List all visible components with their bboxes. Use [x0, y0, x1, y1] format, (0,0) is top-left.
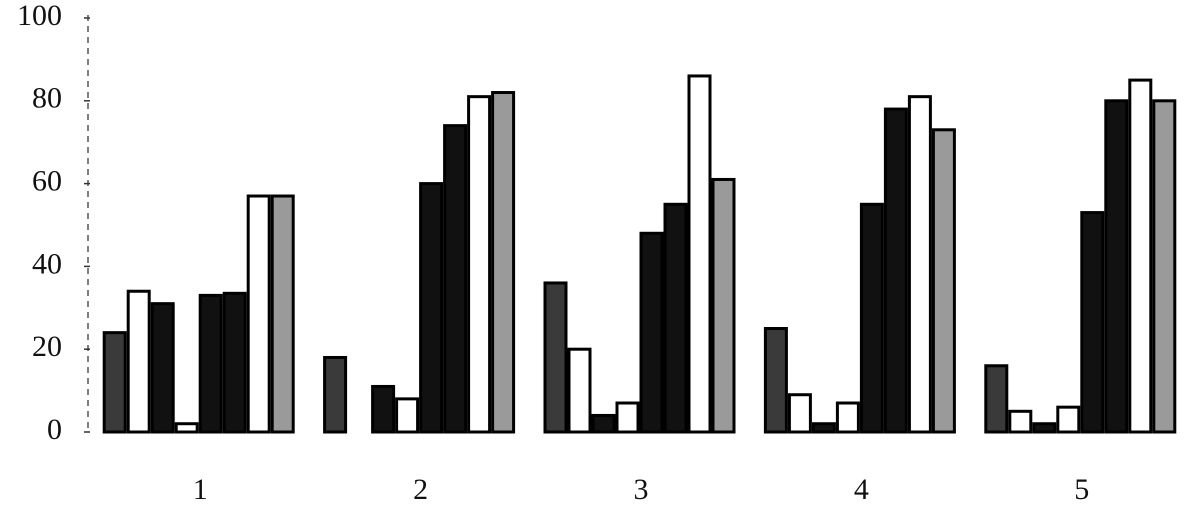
- bar: [984, 364, 1009, 434]
- bar: [443, 124, 468, 434]
- y-tick-label: 40: [32, 247, 62, 280]
- bar: [1080, 211, 1105, 434]
- bar: [687, 74, 712, 434]
- bar: [763, 327, 788, 434]
- y-tick-label: 100: [17, 0, 62, 32]
- bar: [591, 413, 616, 434]
- bar: [811, 422, 836, 434]
- y-tick-label: 80: [32, 82, 62, 115]
- y-tick-label: 20: [32, 330, 62, 363]
- bar: [663, 202, 688, 434]
- bar: [126, 289, 151, 434]
- bar: [102, 331, 127, 434]
- bar: [222, 291, 247, 434]
- y-tick-label: 60: [32, 164, 62, 197]
- bar: [835, 401, 860, 434]
- bar: [1104, 99, 1129, 434]
- bar: [1008, 409, 1033, 434]
- x-tick-label: 3: [634, 473, 649, 506]
- x-tick-label: 1: [193, 473, 208, 506]
- x-tick-label: 5: [1074, 473, 1089, 506]
- bar: [615, 401, 640, 434]
- bar: [174, 422, 199, 434]
- bar: [323, 355, 348, 434]
- bar: [543, 281, 568, 434]
- bar: [907, 95, 932, 434]
- bar: [198, 293, 223, 434]
- bar: [1056, 405, 1081, 434]
- bar: [567, 347, 592, 434]
- bar: [270, 194, 295, 434]
- x-tick-label: 2: [413, 473, 428, 506]
- bar: [639, 231, 664, 434]
- bar: [931, 128, 956, 434]
- bar: [1032, 422, 1057, 434]
- bar: [711, 177, 736, 434]
- bar: [1128, 78, 1153, 434]
- bar: [883, 107, 908, 434]
- bar: [491, 91, 516, 434]
- bar: [1152, 99, 1177, 434]
- bar: [246, 194, 271, 434]
- bar: [859, 202, 884, 434]
- bar: [150, 302, 175, 434]
- bar: [419, 182, 444, 434]
- bar: [787, 393, 812, 434]
- x-tick-label: 4: [854, 473, 869, 506]
- bar: [467, 95, 492, 434]
- y-tick-label: 0: [47, 413, 62, 446]
- bar: [395, 397, 420, 434]
- bar: [371, 384, 396, 434]
